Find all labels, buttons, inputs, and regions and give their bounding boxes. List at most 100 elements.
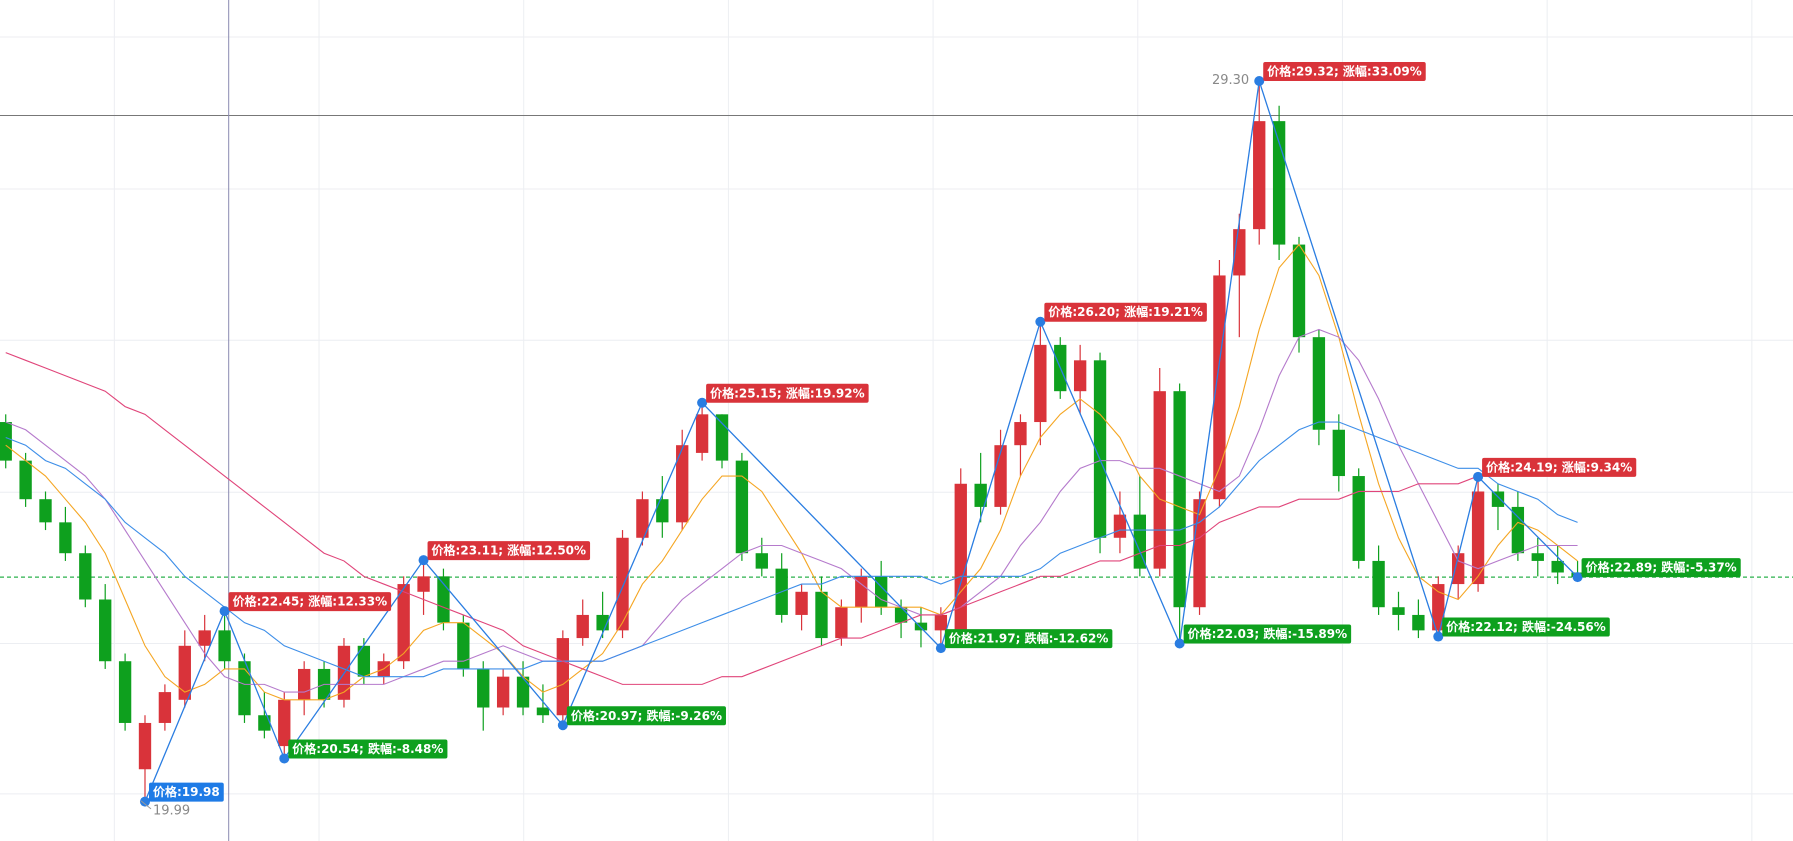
zigzag-label: 价格:29.32; 涨幅:33.09% bbox=[1263, 62, 1426, 82]
candle-body bbox=[616, 537, 629, 631]
candle-body bbox=[516, 676, 530, 708]
candle-body bbox=[755, 553, 768, 569]
zigzag-point bbox=[139, 796, 150, 807]
candle-body bbox=[914, 622, 928, 631]
candle-body bbox=[1491, 491, 1505, 507]
zigzag-label: 价格:21.97; 跌幅:-12.62% bbox=[944, 629, 1113, 649]
zigzag-point bbox=[1254, 76, 1265, 87]
candle-body bbox=[656, 499, 669, 523]
candle-body bbox=[536, 707, 550, 716]
candle-body bbox=[855, 576, 868, 608]
zigzag-point bbox=[935, 643, 946, 654]
candle-body bbox=[1113, 514, 1127, 538]
zigzag-label: 价格:22.89; 跌幅:-5.37% bbox=[1581, 558, 1741, 578]
candle-body bbox=[158, 692, 172, 723]
candle-body bbox=[138, 722, 152, 770]
zigzag-label-text: 价格:20.97; 跌幅:-9.26% bbox=[571, 708, 722, 723]
candle-body bbox=[934, 614, 948, 631]
zigzag-label-box bbox=[228, 592, 392, 612]
candle-body bbox=[1412, 614, 1425, 631]
zigzag-label-text: 价格:22.45; 涨幅:12.33% bbox=[233, 594, 388, 609]
zigzag-label-text: 价格:22.89; 跌幅:-5.37% bbox=[1586, 560, 1737, 575]
zigzag-label: 价格:24.19; 涨幅:9.34% bbox=[1482, 457, 1637, 477]
candle-body bbox=[1471, 491, 1485, 585]
zigzag-point bbox=[1572, 572, 1583, 583]
candle-body bbox=[1073, 360, 1087, 392]
zigzag-label: 价格:20.54; 跌幅:-8.48% bbox=[288, 739, 448, 759]
zigzag-label-box bbox=[288, 739, 448, 759]
candle-body bbox=[815, 591, 828, 639]
candle-body bbox=[1392, 607, 1405, 615]
zigzag-point bbox=[219, 606, 230, 617]
zigzag-point bbox=[557, 720, 568, 731]
candle-body bbox=[1173, 391, 1186, 608]
candle-body bbox=[1213, 275, 1226, 500]
candle-body bbox=[0, 422, 12, 461]
zigzag-label: 价格:22.03; 跌幅:-15.89% bbox=[1183, 624, 1352, 644]
extreme-label: 19.99 bbox=[153, 803, 190, 818]
candle-body bbox=[357, 645, 371, 677]
candle-body bbox=[118, 661, 132, 723]
zigzag-point bbox=[418, 555, 429, 566]
ma-line bbox=[5, 421, 1578, 678]
candle-body bbox=[1093, 360, 1107, 538]
candle-body bbox=[99, 599, 112, 662]
candle-body bbox=[1292, 244, 1306, 338]
zigzag-point bbox=[1473, 471, 1484, 482]
candle-body bbox=[417, 576, 430, 592]
candle-body bbox=[457, 622, 470, 669]
candle-body bbox=[39, 499, 52, 523]
candle-body bbox=[1034, 344, 1047, 423]
candle-body bbox=[218, 630, 231, 662]
candle-body bbox=[1153, 391, 1166, 569]
candle-body bbox=[258, 715, 271, 731]
candle-body bbox=[1551, 560, 1564, 573]
zigzag-label-box bbox=[427, 541, 591, 561]
zigzag-label-text: 价格:22.03; 跌幅:-15.89% bbox=[1188, 626, 1348, 641]
zigzag-label: 价格:22.45; 涨幅:12.33% bbox=[228, 592, 392, 612]
zigzag-point bbox=[279, 753, 290, 764]
candle-body bbox=[1332, 429, 1345, 477]
zigzag-label: 价格:23.11; 涨幅:12.50% bbox=[427, 541, 591, 561]
candle-body bbox=[695, 414, 709, 453]
candle-body bbox=[1511, 506, 1525, 554]
candle-body bbox=[835, 607, 848, 639]
candle-body bbox=[1312, 337, 1326, 430]
candle-body bbox=[298, 668, 311, 700]
candle-body bbox=[974, 483, 987, 507]
candle-body bbox=[715, 414, 729, 461]
candle-body bbox=[238, 661, 251, 716]
candle-body bbox=[894, 607, 908, 623]
candle-body bbox=[1452, 553, 1465, 585]
zigzag-label: 价格:20.97; 跌幅:-9.26% bbox=[566, 706, 726, 726]
candle-body bbox=[1531, 553, 1544, 561]
candle-body bbox=[1352, 476, 1365, 561]
candle-body bbox=[1014, 422, 1027, 446]
zigzag-label-box bbox=[1482, 457, 1637, 477]
zigzag-label-box bbox=[1044, 302, 1207, 322]
candle-body bbox=[397, 584, 410, 662]
extreme-label: 29.30 bbox=[1212, 73, 1249, 88]
candle-body bbox=[1432, 584, 1445, 631]
zigzag-label-text: 价格:20.54; 跌幅:-8.48% bbox=[292, 741, 443, 756]
candle-body bbox=[636, 499, 649, 538]
candle-body bbox=[198, 630, 211, 646]
candle-body bbox=[278, 699, 291, 747]
zigzag-label-box bbox=[1442, 617, 1610, 637]
zigzag-point bbox=[697, 397, 708, 408]
zigzag-label: 价格:25.15; 涨幅:19.92% bbox=[706, 383, 869, 403]
zigzag-label-text: 价格:21.97; 跌幅:-12.62% bbox=[949, 631, 1109, 646]
candle-body bbox=[1133, 514, 1147, 569]
zigzag-label-box bbox=[148, 782, 224, 802]
zigzag-point bbox=[1433, 631, 1444, 642]
zigzag-point bbox=[1035, 316, 1046, 327]
extreme-pointer bbox=[140, 800, 152, 810]
zigzag-label: 价格:22.12; 跌幅:-24.56% bbox=[1442, 617, 1610, 637]
candle-body bbox=[19, 460, 32, 500]
zigzag-label-box bbox=[1263, 62, 1426, 82]
candle-body bbox=[477, 668, 490, 708]
ma-line bbox=[5, 328, 1578, 693]
